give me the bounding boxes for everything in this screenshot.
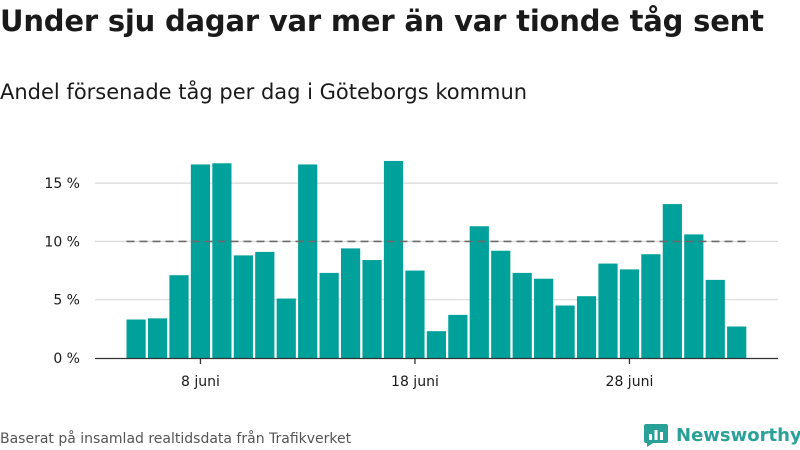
bar: [298, 164, 318, 358]
x-axis-ticks: 8 juni 18 juni 28 juni: [181, 358, 653, 390]
bar: [341, 248, 361, 358]
bar: [448, 314, 468, 358]
bar: [190, 164, 211, 358]
bar: [619, 269, 640, 358]
bar: [169, 275, 189, 358]
y-tick-label: 15 %: [44, 176, 80, 192]
bar: [276, 298, 296, 358]
x-tick-label: 28 juni: [606, 374, 654, 390]
bar: [598, 263, 618, 358]
bar: [126, 319, 146, 358]
bar: [491, 250, 511, 358]
bar: [469, 226, 489, 358]
y-axis-ticks: 0 % 5 % 10 % 15 %: [44, 176, 80, 367]
chart-title: Under sju dagar var mer än var tionde tå…: [0, 4, 764, 38]
bars: [126, 160, 747, 358]
newsworthy-logo-icon: [644, 424, 668, 447]
bar: [705, 279, 725, 358]
chart-subtitle: Andel försenade tåg per dag i Göteborgs …: [0, 80, 528, 104]
y-tick-label: 10 %: [44, 234, 80, 250]
bar: [319, 272, 339, 358]
bar: [233, 255, 253, 358]
brand-name: Newsworthy: [676, 424, 800, 446]
bar: [383, 160, 404, 358]
bar: [555, 305, 575, 358]
bar: [684, 234, 704, 358]
bar: [727, 326, 747, 358]
bar: [576, 296, 597, 358]
y-tick-label: 0 %: [53, 351, 80, 367]
bar: [662, 204, 682, 358]
bar: [512, 272, 532, 358]
bar: [426, 331, 446, 358]
bar: [255, 251, 275, 358]
bar: [362, 260, 382, 358]
bar: [212, 163, 232, 358]
bar: [534, 278, 554, 358]
x-tick-label: 18 juni: [391, 374, 439, 390]
bar: [405, 270, 425, 358]
bar: [147, 318, 168, 358]
y-tick-label: 5 %: [53, 293, 80, 309]
x-tick-label: 8 juni: [181, 374, 220, 390]
bar-chart: 0 % 5 % 10 % 15 % 8 juni 18 juni 28 juni: [44, 160, 778, 390]
bar: [641, 254, 661, 358]
brand-logo[interactable]: Newsworthy: [643, 420, 800, 450]
source-note: Baserat på insamlad realtidsdata från Tr…: [0, 431, 352, 447]
